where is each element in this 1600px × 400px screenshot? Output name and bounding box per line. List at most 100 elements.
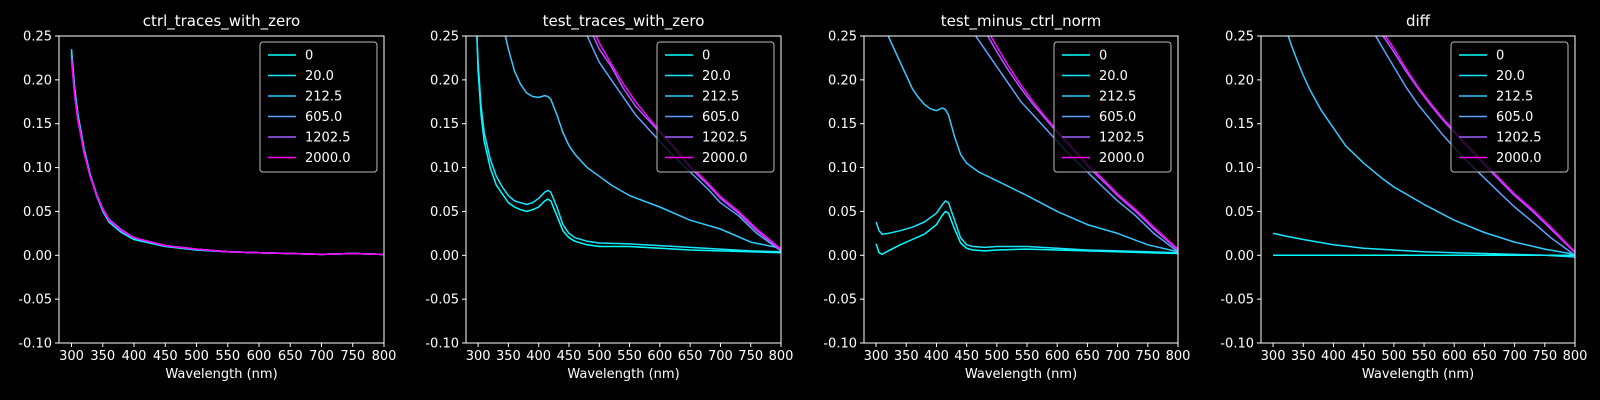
x-tick-label: 400 — [122, 349, 147, 364]
x-tick-label: 800 — [372, 349, 397, 364]
x-tick-label: 400 — [924, 349, 949, 364]
x-tick-label: 750 — [1532, 349, 1557, 364]
y-tick-label: 0.00 — [1225, 249, 1254, 264]
x-tick-label: 650 — [678, 349, 703, 364]
chart-panel-0: 300 350 400 450 500 550 600 650 700 750 800 -0.10 -0… — [18, 12, 396, 382]
legend-entry-label: 20.0 — [305, 69, 334, 84]
legend-entry-label: 2000.0 — [1099, 151, 1145, 166]
y-tick-label: -0.10 — [18, 337, 52, 352]
y-tick-label: -0.05 — [823, 293, 857, 308]
y-tick-label: 0.10 — [430, 161, 459, 176]
series-lines — [875, 36, 1178, 256]
x-tick-label: 400 — [1321, 349, 1346, 364]
legend-box — [656, 41, 775, 173]
legend-entry-label: 605.0 — [1099, 110, 1136, 125]
series-line-1 — [1272, 232, 1575, 258]
y-tick-label: -0.10 — [823, 337, 857, 352]
x-tick-label: 550 — [1412, 349, 1437, 364]
legend-entry-label: 605.0 — [305, 110, 342, 125]
x-tick-label: 450 — [557, 349, 582, 364]
y-tick-label: 0.15 — [1225, 117, 1254, 132]
x-tick-label: 350 — [496, 349, 521, 364]
y-tick-label: -0.10 — [1220, 337, 1254, 352]
x-tick-label: 450 — [1351, 349, 1376, 364]
y-tick-label: -0.05 — [425, 293, 459, 308]
legend-entry-label: 212.5 — [1099, 90, 1136, 105]
series-line-1 — [476, 36, 781, 253]
y-tick-label: 0.10 — [23, 161, 52, 176]
x-axis-label: Wavelength (nm) — [567, 367, 679, 382]
y-tick-label: 0.20 — [1225, 73, 1254, 88]
x-tick-label: 350 — [1291, 349, 1316, 364]
axes-frame — [58, 35, 385, 344]
legend-entry-label: 20.0 — [702, 69, 731, 84]
chart-title: diff — [1406, 12, 1431, 30]
x-tick-label: 300 — [466, 349, 491, 364]
axes-frame — [465, 35, 782, 344]
x-tick-label: 400 — [526, 349, 551, 364]
x-tick-label: 700 — [309, 349, 334, 364]
y-tick-label: 0.25 — [23, 30, 52, 45]
y-tick-label: 0.05 — [828, 205, 857, 220]
x-tick-label: 300 — [59, 349, 84, 364]
y-tick-label: 0.05 — [430, 205, 459, 220]
legend: 0 20.0 212.5 605.0 1202.5 2000.0 — [1450, 41, 1569, 173]
legend-box — [1450, 41, 1569, 173]
x-tick-label: 700 — [1105, 349, 1130, 364]
legend-entry-label: 20.0 — [1099, 69, 1128, 84]
y-tick-label: 0.00 — [23, 249, 52, 264]
chart-title: ctrl_traces_with_zero — [143, 12, 300, 31]
x-tick-label: 550 — [1015, 349, 1040, 364]
chart-panel-2: 300 350 400 450 500 550 600 650 700 750 800 -0.10 -0… — [823, 12, 1190, 382]
legend-entry-label: 212.5 — [702, 90, 739, 105]
legend-entry-label: 0 — [305, 49, 313, 64]
chart-title: test_traces_with_zero — [543, 12, 705, 31]
legend-entry-label: 212.5 — [1496, 90, 1533, 105]
y-tick-label: 0.20 — [828, 73, 857, 88]
legend-entry-label: 1202.5 — [1496, 131, 1542, 146]
x-tick-label: 300 — [864, 349, 889, 364]
legend-box — [1053, 41, 1172, 173]
chart-panel-1: 300 350 400 450 500 550 600 650 700 750 800 -0.10 -0… — [425, 12, 793, 382]
legend-entry-label: 0 — [702, 49, 710, 64]
legend-entry-label: 0 — [1496, 49, 1504, 64]
y-tick-label: 0.20 — [430, 73, 459, 88]
chart-panel-3: 300 350 400 450 500 550 600 650 700 750 800 -0.10 -0… — [1220, 12, 1587, 382]
x-tick-label: 600 — [647, 349, 672, 364]
axes-frame — [863, 35, 1179, 344]
x-axis-label: Wavelength (nm) — [165, 367, 277, 382]
y-tick-label: 0.25 — [430, 30, 459, 45]
x-tick-label: 450 — [954, 349, 979, 364]
series-line-5 — [70, 60, 384, 256]
y-tick-label: 0.25 — [1225, 30, 1254, 45]
x-tick-label: 700 — [708, 349, 733, 364]
x-tick-label: 450 — [153, 349, 178, 364]
series-line-0 — [476, 36, 781, 254]
x-tick-label: 800 — [769, 349, 794, 364]
legend-entry-label: 605.0 — [1496, 110, 1533, 125]
y-tick-label: 0.10 — [828, 161, 857, 176]
x-tick-label: 550 — [617, 349, 642, 364]
x-tick-label: 300 — [1261, 349, 1286, 364]
y-tick-label: 0.15 — [828, 117, 857, 132]
legend: 0 20.0 212.5 605.0 1202.5 2000.0 — [656, 41, 775, 173]
x-tick-label: 550 — [215, 349, 240, 364]
x-tick-label: 350 — [894, 349, 919, 364]
x-tick-label: 500 — [184, 349, 209, 364]
legend-entry-label: 1202.5 — [305, 131, 351, 146]
series-line-2 — [887, 36, 1178, 253]
x-axis-label: Wavelength (nm) — [1362, 367, 1474, 382]
y-tick-label: -0.05 — [18, 293, 52, 308]
legend-entry-label: 20.0 — [1496, 69, 1525, 84]
x-tick-label: 650 — [278, 349, 303, 364]
x-tick-label: 600 — [1442, 349, 1467, 364]
y-tick-label: 0.05 — [23, 205, 52, 220]
x-tick-label: 750 — [738, 349, 763, 364]
series-line-2 — [1287, 36, 1575, 256]
y-tick-label: 0.15 — [23, 117, 52, 132]
x-tick-label: 800 — [1563, 349, 1588, 364]
y-tick-label: 0.10 — [1225, 161, 1254, 176]
x-tick-label: 500 — [587, 349, 612, 364]
x-tick-label: 700 — [1502, 349, 1527, 364]
x-tick-label: 650 — [1472, 349, 1497, 364]
